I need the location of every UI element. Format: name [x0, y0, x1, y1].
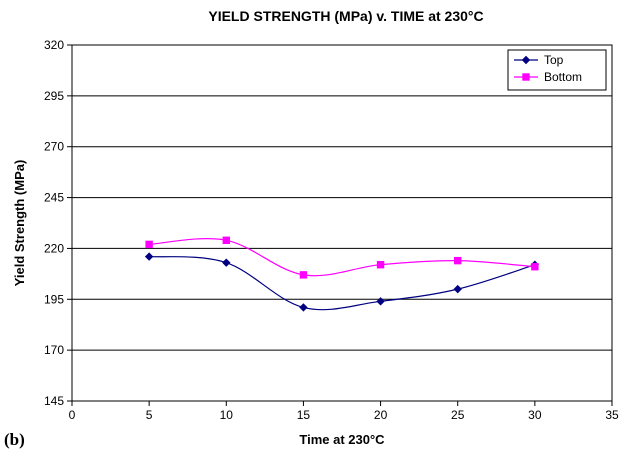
plot-area	[71, 44, 613, 402]
data-point-bottom	[531, 263, 539, 271]
x-tick-label: 35	[605, 408, 619, 422]
chart-title: YIELD STRENGTH (MPa) v. TIME at 230°C	[208, 8, 483, 24]
x-tick-label: 0	[69, 408, 76, 422]
y-tick-label: 295	[44, 89, 64, 103]
y-tick-label: 170	[44, 343, 64, 357]
y-axis-label: Yield Strength (MPa)	[12, 160, 27, 287]
legend-label-bottom: Bottom	[544, 70, 582, 84]
legend-label-top: Top	[544, 53, 564, 67]
series-line-top	[149, 255, 536, 311]
y-axis-ticks: 145 170 195 220 245 270 295 320	[44, 38, 72, 408]
y-tick-label: 245	[44, 191, 64, 205]
data-point-top	[299, 303, 308, 312]
series-bottom	[145, 236, 539, 279]
series-layer	[144, 236, 540, 312]
y-tick-label: 270	[44, 140, 64, 154]
y-tick-label: 195	[44, 292, 64, 306]
y-tick-label: 145	[44, 394, 64, 408]
data-point-bottom	[222, 236, 230, 244]
x-tick-label: 20	[374, 408, 388, 422]
series-line-bottom	[149, 238, 535, 277]
x-tick-label: 15	[297, 408, 311, 422]
data-point-bottom	[454, 256, 462, 265]
x-axis-label: Time at 230°C	[299, 432, 385, 447]
data-point-top	[144, 252, 154, 261]
x-tick-label: 25	[451, 408, 465, 422]
x-axis-ticks: 0 5 10 15 20 25 30 35	[69, 401, 619, 422]
gridlines	[72, 95, 612, 351]
data-point-top	[453, 284, 462, 294]
x-tick-label: 30	[528, 408, 542, 422]
legend-marker-top	[521, 55, 531, 65]
data-point-top	[222, 258, 231, 267]
panel-label: (b)	[4, 430, 25, 449]
data-point-bottom	[145, 240, 153, 249]
data-point-bottom	[299, 271, 308, 279]
y-tick-label: 320	[44, 38, 64, 52]
data-point-top	[376, 297, 385, 306]
data-point-bottom	[376, 261, 385, 269]
x-tick-label: 10	[220, 408, 234, 422]
y-tick-label: 220	[44, 241, 64, 255]
legend: Top Bottom	[507, 49, 607, 91]
legend-marker-bottom	[522, 73, 530, 81]
legend-box	[507, 49, 607, 91]
x-tick-label: 5	[146, 408, 153, 422]
